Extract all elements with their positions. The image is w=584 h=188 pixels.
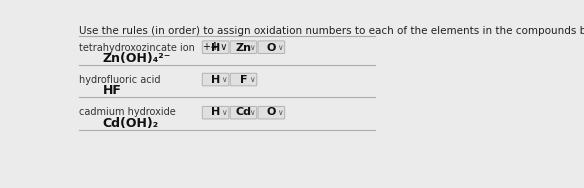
Text: H: H — [211, 107, 220, 117]
Text: tetrahydroxozincate ion: tetrahydroxozincate ion — [79, 42, 195, 53]
Text: ∨: ∨ — [249, 108, 255, 117]
FancyBboxPatch shape — [202, 73, 229, 86]
Text: cadmium hydroxide: cadmium hydroxide — [79, 107, 176, 117]
FancyBboxPatch shape — [202, 41, 229, 54]
Text: Cd: Cd — [235, 107, 252, 117]
Text: H: H — [211, 42, 220, 53]
Text: ∨: ∨ — [221, 75, 227, 84]
Text: ∨: ∨ — [277, 43, 283, 52]
Text: H: H — [211, 75, 220, 85]
Text: ∨: ∨ — [221, 108, 227, 117]
Text: ∨: ∨ — [277, 108, 283, 117]
Text: Zn(OH)₄²⁻: Zn(OH)₄²⁻ — [102, 52, 171, 65]
Text: hydrofluoric acid: hydrofluoric acid — [79, 75, 161, 85]
Text: O: O — [267, 42, 276, 53]
Text: Use the rules (in order) to assign oxidation numbers to each of the elements in : Use the rules (in order) to assign oxida… — [79, 26, 584, 36]
Text: Cd(OH)₂: Cd(OH)₂ — [102, 117, 159, 130]
FancyBboxPatch shape — [258, 106, 285, 119]
Text: ∨: ∨ — [249, 43, 255, 52]
FancyBboxPatch shape — [202, 106, 229, 119]
Text: O: O — [267, 107, 276, 117]
FancyBboxPatch shape — [230, 73, 257, 86]
FancyBboxPatch shape — [230, 106, 257, 119]
FancyBboxPatch shape — [258, 41, 285, 54]
Text: Zn: Zn — [235, 42, 252, 53]
FancyBboxPatch shape — [230, 41, 257, 54]
Text: +4 ∨: +4 ∨ — [203, 42, 228, 52]
Text: HF: HF — [102, 84, 121, 97]
Text: F: F — [240, 75, 247, 85]
Text: ∨: ∨ — [249, 75, 255, 84]
